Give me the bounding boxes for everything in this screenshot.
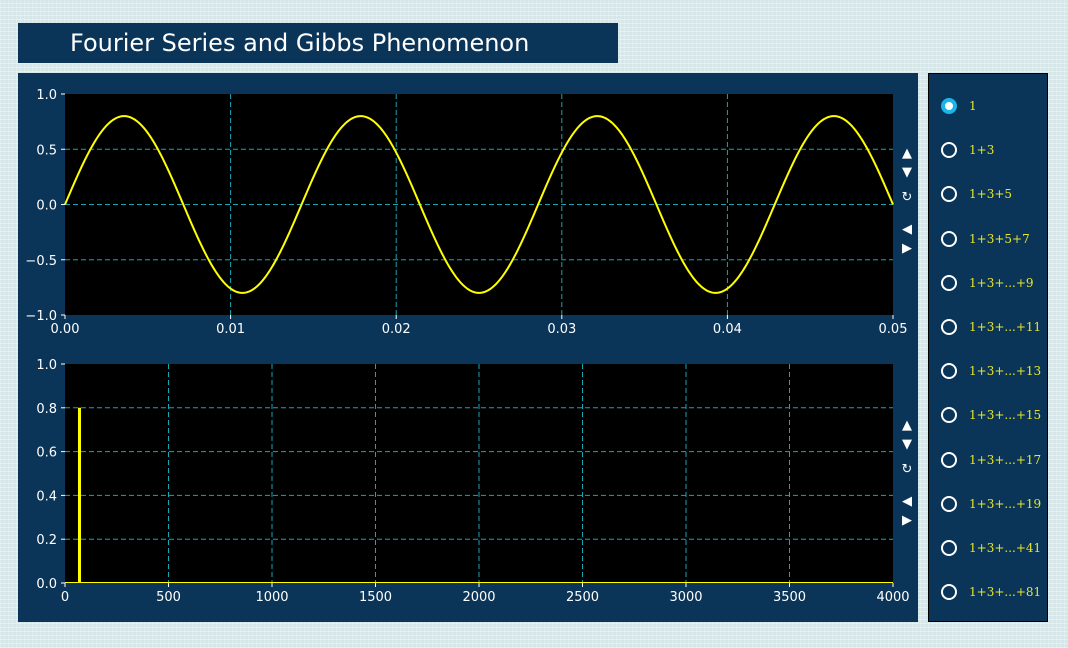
time-x-tick-label: 0.00 — [51, 322, 80, 337]
harmonic-option[interactable]: 1+3+...+81 — [941, 580, 1045, 604]
time-pan-right-button[interactable]: ▶ — [902, 241, 912, 256]
radio-button-icon[interactable] — [941, 584, 957, 601]
radio-button-icon[interactable] — [941, 274, 957, 291]
spectrum-x-tick-label: 3000 — [669, 590, 702, 605]
harmonic-option-label: 1+3+...+9 — [969, 275, 1034, 290]
harmonic-option[interactable]: 1+3+...+41 — [941, 536, 1045, 560]
spectrum-x-tick-label: 1000 — [255, 590, 288, 605]
spectrum-x-tick-label: 3500 — [773, 590, 806, 605]
radio-button-icon[interactable] — [941, 230, 957, 247]
spectrum-x-tick-label: 4000 — [876, 590, 909, 605]
radio-button-icon[interactable] — [941, 363, 957, 380]
radio-button-icon[interactable] — [941, 495, 957, 512]
spectrum-x-tick-label: 500 — [156, 590, 181, 605]
harmonic-option-label: 1+3+...+11 — [969, 320, 1042, 334]
spectrum-y-tick-label: 0.4 — [36, 489, 57, 504]
radio-button-icon[interactable] — [941, 407, 957, 424]
spectrum-pan-left-button[interactable]: ◀ — [902, 494, 912, 509]
harmonic-option[interactable]: 1+3+...+11 — [941, 315, 1045, 339]
harmonic-option-label: 1+3 — [969, 143, 995, 158]
time-x-tick-label: 0.02 — [382, 322, 411, 337]
harmonic-option[interactable]: 1+3+5+7 — [941, 227, 1045, 251]
harmonic-option[interactable]: 1+3+...+13 — [941, 359, 1045, 383]
plot-panel: 0.00 0.01 0.02 0.03 0.04 0.05 1.0 0.5 0.0 −0.5 −1.… — [18, 73, 918, 622]
radio-button-icon[interactable] — [941, 540, 957, 556]
time-y-tick-label: 0.0 — [36, 199, 57, 214]
harmonic-option-label: 1+3+...+17 — [969, 452, 1042, 467]
spectrum-x-tick-label: 2500 — [566, 590, 599, 605]
radio-button-icon[interactable] — [941, 98, 957, 114]
time-x-tick-label: 0.01 — [216, 322, 245, 337]
spectrum-y-tick-label: 1.0 — [36, 358, 57, 373]
spectrum-x-tick-label: 1500 — [359, 590, 392, 605]
time-y-tick-label: 0.5 — [36, 143, 57, 158]
radio-button-icon[interactable] — [941, 319, 957, 335]
time-y-tick-label: −0.5 — [25, 254, 57, 269]
harmonic-option-label: 1+3+5+7 — [969, 231, 1030, 246]
time-y-tick-label: 1.0 — [36, 88, 57, 103]
time-x-tick-label: 0.05 — [879, 322, 908, 337]
harmonic-option[interactable]: 1+3+...+19 — [941, 492, 1045, 516]
harmonic-option[interactable]: 1+3 — [941, 138, 1045, 162]
spectrum-x-tick-label: 0 — [61, 590, 69, 605]
radio-button-icon[interactable] — [941, 142, 957, 159]
time-x-tick-label: 0.03 — [547, 322, 576, 337]
harmonic-option[interactable]: 1 — [941, 94, 1045, 118]
time-pan-left-button[interactable]: ◀ — [902, 222, 912, 237]
spectrum-x-tick-label: 2000 — [462, 590, 495, 605]
harmonic-option-label: 1+3+...+19 — [969, 496, 1042, 511]
time-x-tick-label: 0.04 — [713, 322, 742, 337]
harmonic-option-label: 1+3+...+81 — [969, 585, 1042, 600]
spectrum-pan-right-button[interactable]: ▶ — [902, 513, 912, 528]
spectrum-pan-up-button[interactable]: ▲ — [902, 418, 912, 433]
time-pan-up-button[interactable]: ▲ — [902, 146, 912, 161]
spectrum-pan-down-button[interactable]: ▼ — [902, 437, 912, 452]
harmonics-radio-group: 1 1+3 1+3+5 1+3+5+7 1+3+...+9 1+3+...+11 1+3+.… — [928, 73, 1048, 622]
radio-button-icon[interactable] — [941, 186, 957, 203]
plot-canvas: 0.00 0.01 0.02 0.03 0.04 0.051.00.50.0−0.5−1.… — [25, 88, 913, 605]
harmonic-option-label: 1+3+...+15 — [969, 408, 1042, 423]
spectrum-y-tick-label: 0.0 — [36, 577, 57, 592]
harmonic-option-label: 1 — [969, 99, 977, 113]
harmonic-option-label: 1+3+...+41 — [969, 541, 1042, 555]
harmonic-option[interactable]: 1+3+...+17 — [941, 448, 1045, 472]
harmonic-option[interactable]: 1+3+...+9 — [941, 271, 1045, 295]
spectrum-y-tick-label: 0.2 — [36, 533, 57, 548]
radio-button-icon[interactable] — [941, 451, 957, 468]
time-pan-down-button[interactable]: ▼ — [902, 165, 912, 180]
time-reset-view-button[interactable]: ↻ — [902, 190, 913, 205]
harmonic-option[interactable]: 1+3+...+15 — [941, 403, 1045, 427]
harmonic-option-label: 1+3+5 — [969, 187, 1013, 202]
spectrum-y-tick-label: 0.8 — [36, 402, 57, 417]
waveform-line — [64, 115, 894, 294]
harmonic-option[interactable]: 1+3+5 — [941, 182, 1045, 206]
time-y-tick-label: −1.0 — [25, 309, 57, 324]
harmonic-option-label: 1+3+...+13 — [969, 364, 1042, 379]
spectrum-y-tick-label: 0.6 — [36, 446, 57, 461]
spectrum-reset-view-button[interactable]: ↻ — [902, 462, 913, 477]
page-title: Fourier Series and Gibbs Phenomenon — [18, 23, 618, 63]
